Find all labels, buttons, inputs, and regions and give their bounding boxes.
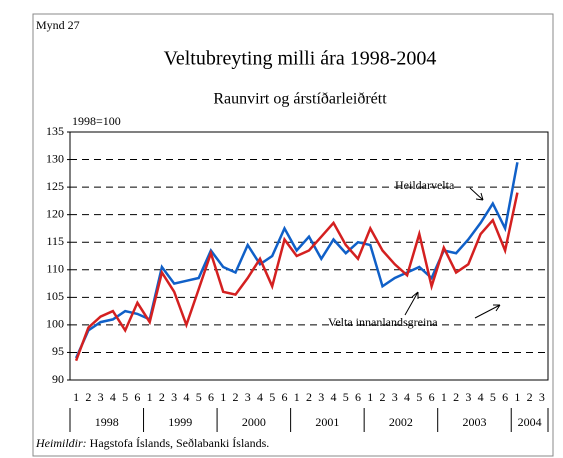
source-text: Hagstofa Íslands, Seðlabanki Íslands. — [90, 436, 270, 450]
y-tick-label: 125 — [46, 179, 64, 193]
figure-label: Mynd 27 — [36, 18, 80, 32]
chart-title: Veltubreyting milli ára 1998-2004 — [164, 48, 437, 70]
x-tick-label: 4 — [478, 390, 484, 404]
x-tick-label: 4 — [331, 390, 337, 404]
x-tick-label: 1 — [294, 390, 300, 404]
x-tick-label: 3 — [465, 390, 471, 404]
year-label: 2002 — [389, 415, 413, 429]
x-tick-label: 3 — [392, 390, 398, 404]
arrow — [469, 187, 484, 201]
x-tick-label: 6 — [281, 390, 287, 404]
x-tick-label: 6 — [502, 390, 508, 404]
x-tick-label: 5 — [490, 390, 496, 404]
arrow — [474, 304, 501, 319]
x-tick-label: 5 — [196, 390, 202, 404]
x-tick-label: 4 — [183, 390, 189, 404]
x-tick-label: 4 — [404, 390, 410, 404]
x-tick-label: 1 — [441, 390, 447, 404]
legend-label: Velta innanlandsgreina — [328, 315, 438, 329]
y-tick-label: 115 — [46, 234, 64, 248]
y-tick-label: 95 — [52, 344, 64, 358]
y-tick-label: 120 — [46, 206, 64, 220]
x-tick-label: 1 — [220, 390, 226, 404]
y-tick-label: 105 — [46, 289, 64, 303]
year-label: 1998 — [95, 415, 119, 429]
y-tick-label: 110 — [46, 262, 64, 276]
chart-subtitle: Raunvirt og árstíðarleiðrétt — [213, 91, 387, 108]
x-tick-label: 6 — [208, 390, 214, 404]
x-tick-label: 3 — [318, 390, 324, 404]
x-tick-label: 5 — [416, 390, 422, 404]
x-tick-label: 3 — [539, 390, 545, 404]
x-tick-label: 5 — [343, 390, 349, 404]
x-tick-label: 2 — [453, 390, 459, 404]
x-tick-label: 2 — [159, 390, 165, 404]
y-tick-label: 100 — [46, 317, 64, 331]
x-tick-label: 3 — [171, 390, 177, 404]
x-tick-label: 2 — [527, 390, 533, 404]
x-tick-label: 6 — [429, 390, 435, 404]
x-tick-label: 3 — [245, 390, 251, 404]
year-label: 1999 — [168, 415, 192, 429]
year-label: 2001 — [315, 415, 339, 429]
x-tick-label: 2 — [232, 390, 238, 404]
x-tick-label: 4 — [110, 390, 116, 404]
source-label: Heimildir: — [35, 436, 87, 450]
year-label: 2003 — [462, 415, 486, 429]
x-tick-label: 2 — [306, 390, 312, 404]
line-series — [74, 192, 519, 362]
year-label: 2004 — [518, 415, 542, 429]
x-tick-label: 2 — [85, 390, 91, 404]
x-tick-label: 1 — [514, 390, 520, 404]
x-tick-label: 3 — [98, 390, 104, 404]
x-tick-label: 1 — [73, 390, 79, 404]
plot-area — [69, 131, 549, 381]
x-tick-label: 1 — [367, 390, 373, 404]
x-tick-label: 6 — [355, 390, 361, 404]
year-label: 2000 — [242, 415, 266, 429]
source: Heimildir: Hagstofa Íslands, Seðlabanki … — [35, 436, 269, 450]
y-tick-label: 135 — [46, 124, 64, 138]
arrow — [404, 291, 419, 316]
x-tick-label: 6 — [134, 390, 140, 404]
frame — [32, 13, 554, 457]
y-unit: 1998=100 — [72, 114, 121, 128]
y-tick-label: 90 — [52, 372, 64, 386]
x-tick-label: 4 — [257, 390, 263, 404]
legend-label: Heildarvelta — [395, 178, 455, 192]
x-tick-label: 5 — [122, 390, 128, 404]
x-tick-label: 1 — [147, 390, 153, 404]
x-tick-label: 2 — [380, 390, 386, 404]
y-tick-label: 130 — [46, 151, 64, 165]
x-tick-label: 5 — [269, 390, 275, 404]
